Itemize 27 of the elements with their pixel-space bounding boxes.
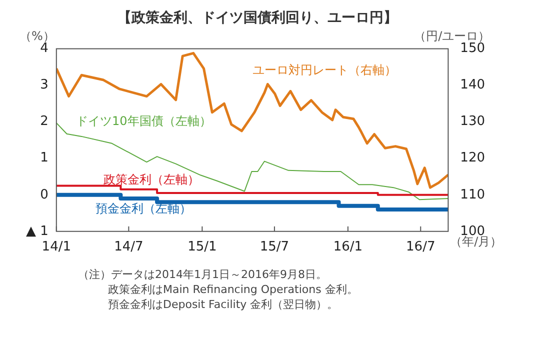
x-tick-label: 15/1: [188, 240, 217, 255]
y2-tick-label: 120: [460, 150, 486, 166]
y-tick-label: ▲ 1: [26, 224, 48, 239]
x-tick-label: 16/7: [406, 240, 436, 255]
text: （注）データは2014年1月1日～2016年9月8日。: [78, 267, 328, 282]
y-tick-label: 2: [40, 114, 48, 130]
y2-tick-label: 150: [460, 41, 486, 56]
y2-tick-label: 130: [460, 114, 486, 130]
x-tick-label: 14/7: [114, 240, 144, 255]
y-tick-label: 4: [40, 41, 48, 56]
y-tick-label: 3: [40, 78, 48, 93]
y2-axis-title: （円/ユーロ）: [414, 28, 490, 43]
chart-title: 【政策金利、ドイツ国債利回り、ユーロ円】: [118, 10, 398, 26]
series-label: ユーロ対円レート（右軸）: [252, 62, 396, 77]
y-tick-label: 0: [40, 187, 48, 202]
x-tick-label: 16/1: [333, 240, 363, 255]
series-label: 預金金利（左軸）: [96, 202, 192, 216]
series-label: 政策金利（左軸）: [103, 172, 200, 186]
y2-tick-label: 110: [460, 187, 486, 202]
text: 預金金利はDeposit Facility 金利（翌日物）。: [107, 297, 340, 312]
y-tick-label: 1: [40, 150, 48, 166]
text: 政策金利はMain Refinancing Operations 金利。: [107, 282, 359, 297]
y-axis-title: （%）: [19, 28, 55, 43]
y2-tick-label: 140: [460, 78, 486, 93]
x-tick-label: 15/7: [260, 240, 290, 255]
x-tick-label: 14/1: [42, 240, 71, 255]
series-label: ドイツ10年国債（左軸）: [76, 114, 212, 128]
